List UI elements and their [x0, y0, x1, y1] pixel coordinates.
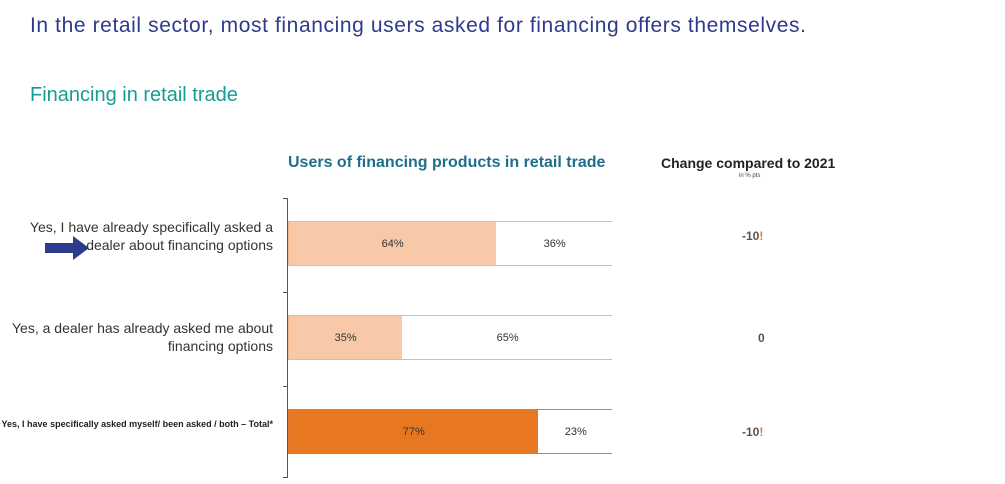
- change-column-title: Change compared to 2021: [661, 155, 836, 171]
- change-number: -10: [742, 425, 760, 439]
- bar-value-label-1-1: 64%: [381, 237, 404, 250]
- category-label-2: Yes, a dealer has already asked me about…: [12, 320, 273, 354]
- category-label-total: Yes, I have specifically asked myself/ b…: [1, 419, 273, 429]
- change-unit-label: in % pts: [739, 173, 761, 179]
- bar-segment-3-1: [289, 410, 539, 453]
- chart-title: Users of financing products in retail tr…: [288, 154, 606, 171]
- bar-segment-1-1: [289, 222, 497, 265]
- axis-tick: [283, 292, 288, 293]
- change-value-2: 0: [758, 331, 765, 345]
- bar-row-3: 77% 23%: [288, 409, 613, 454]
- bar-value-label-2-2: 65%: [496, 331, 519, 344]
- arrow-right-icon: [45, 236, 89, 260]
- axis-tick: [283, 386, 288, 387]
- axis-tick: [283, 477, 288, 478]
- bar-value-label-3-1: 77%: [402, 425, 425, 438]
- bar-row-2: 35% 65%: [288, 315, 613, 360]
- change-value-1: -10!: [742, 229, 763, 243]
- bar-value-label-2-1: 35%: [334, 331, 357, 344]
- warning-exclamation-icon: !: [759, 229, 764, 243]
- bar-segment-2-1: [289, 316, 403, 359]
- bar-segment-1-2: [496, 222, 613, 265]
- change-number: -10: [742, 229, 760, 243]
- subtitle: Financing in retail trade: [30, 84, 238, 106]
- warning-exclamation-icon: !: [759, 425, 764, 439]
- bar-row-1: 64% 36%: [288, 221, 613, 266]
- category-label-1: Yes, I have already specifically asked a…: [29, 219, 273, 253]
- bar-segment-3-2: [538, 410, 613, 453]
- axis-tick: [283, 198, 288, 199]
- bar-segment-2-2: [402, 316, 613, 359]
- change-number: 0: [758, 331, 765, 345]
- bar-value-label-3-2: 23%: [564, 425, 587, 438]
- change-value-3: -10!: [742, 425, 763, 439]
- headline: In the retail sector, most financing use…: [30, 14, 807, 37]
- bar-value-label-1-2: 36%: [543, 237, 566, 250]
- category-axis: [287, 198, 288, 478]
